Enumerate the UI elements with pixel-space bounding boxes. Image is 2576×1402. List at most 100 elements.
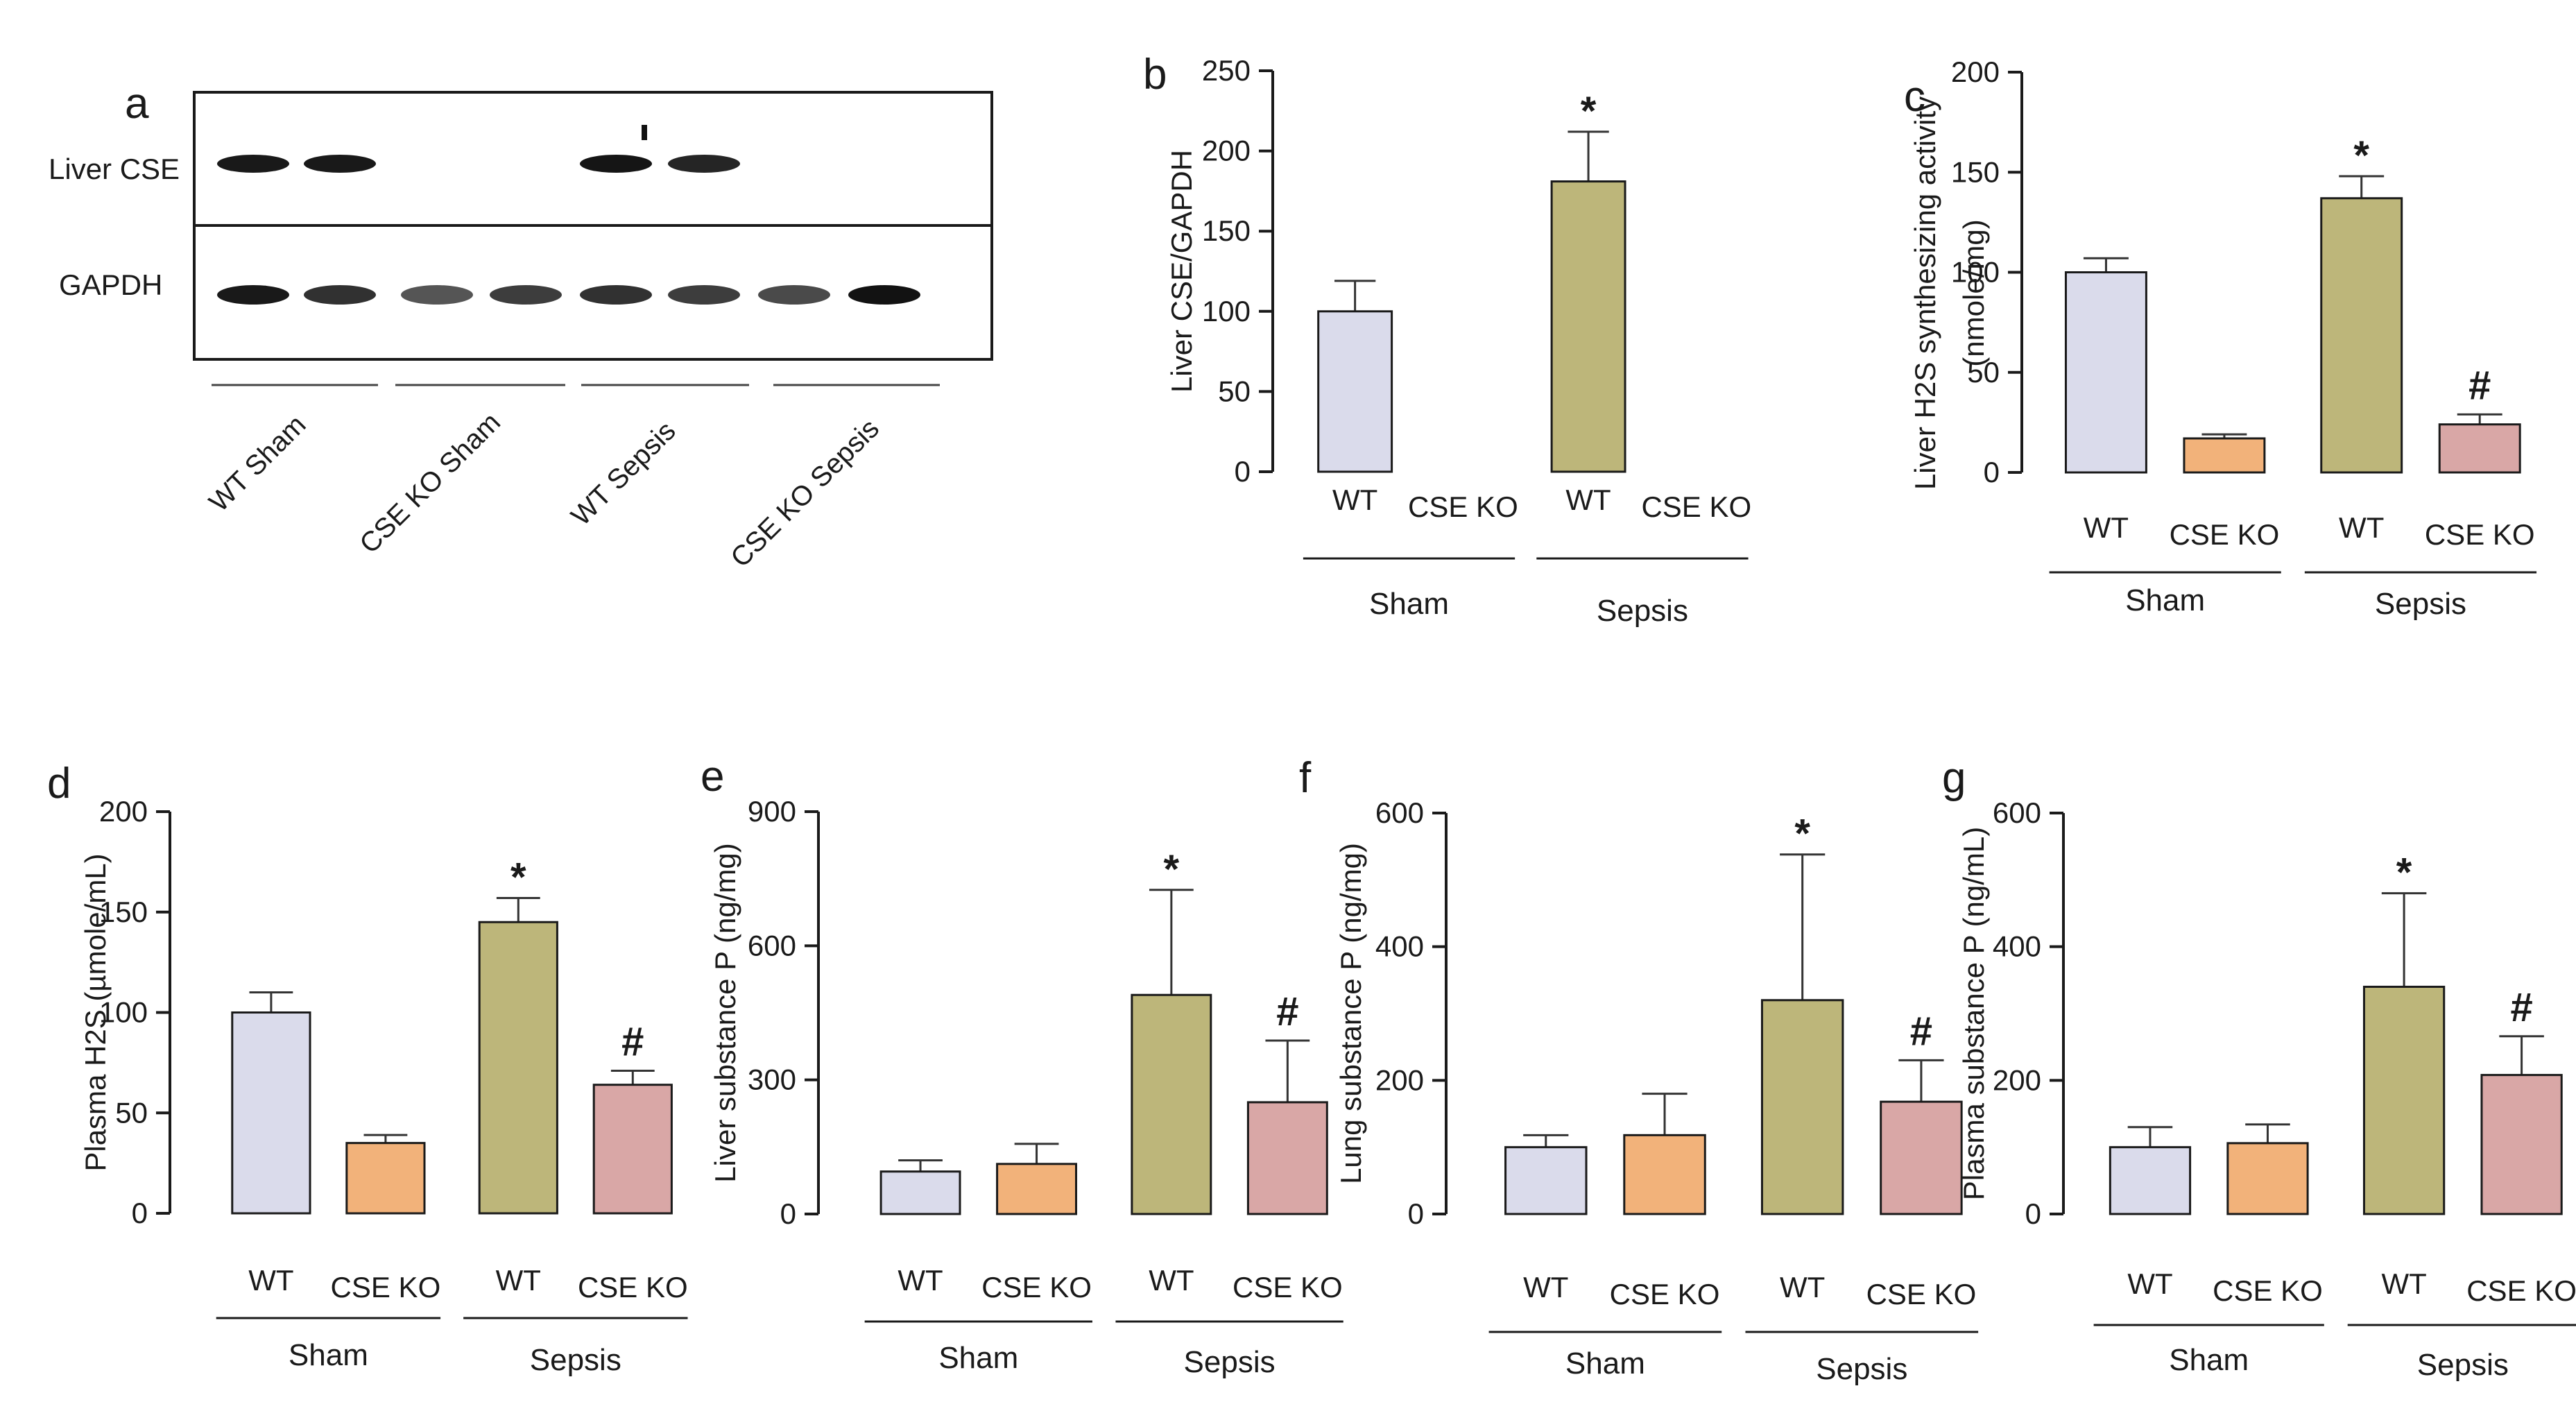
bar	[2438, 423, 2521, 474]
y-tick-label: 0	[1984, 456, 2000, 488]
bar	[1550, 180, 1626, 473]
x-category-label: CSE KO	[1408, 490, 1518, 523]
bar	[1880, 1100, 1963, 1215]
y-tick-label: 600	[1993, 796, 2041, 829]
panel-letter-d: d	[47, 760, 71, 807]
y-tick-label: 0	[2025, 1197, 2041, 1230]
lane-label-ko-sham: CSE KO Sham	[354, 407, 506, 560]
group-label: Sham	[2169, 1343, 2249, 1377]
x-category-label: CSE KO	[2213, 1274, 2323, 1307]
x-category-label: CSE KO	[1641, 490, 1751, 523]
y-tick-label: 150	[1951, 155, 2000, 188]
cse-band	[758, 155, 830, 173]
bar	[2183, 437, 2266, 474]
y-tick-label: 100	[99, 996, 148, 1029]
group-label: Sham	[1565, 1347, 1645, 1380]
group-label: Sepsis	[1597, 594, 1688, 628]
group-label: Sham	[2125, 583, 2205, 617]
significance-star: *	[510, 855, 526, 900]
significance-hash: #	[2510, 985, 2532, 1030]
y-tick-label: 400	[1993, 930, 2041, 963]
y-tick-label: 0	[780, 1197, 796, 1230]
x-category-label: WT	[1149, 1264, 1194, 1297]
gapdh-band	[758, 285, 830, 305]
panel-letter-a: a	[125, 80, 149, 128]
group-label: Sham	[938, 1341, 1018, 1375]
group-label: Sham	[289, 1338, 368, 1372]
x-category-label: WT	[1565, 484, 1611, 516]
chart-panel-c: c 0 50 100 150 200 Liver H2S synthesizing acti…	[1904, 55, 2537, 621]
lane-label-wt-sepsis: WT Sepsis	[565, 416, 681, 531]
x-category-label: WT	[496, 1264, 541, 1297]
group-label: Sepsis	[530, 1343, 621, 1377]
y-axis-title: Liver H2S synthesizing activity	[1909, 96, 1941, 490]
significance-star: *	[2396, 850, 2412, 896]
bar	[231, 1011, 311, 1215]
y-tick-label: 0	[132, 1197, 148, 1229]
x-category-label: WT	[2381, 1267, 2426, 1300]
blot-artifact-mark	[642, 125, 647, 140]
y-tick-label: 900	[748, 795, 796, 828]
significance-star: *	[1794, 812, 1810, 857]
y-tick-label: 250	[1202, 54, 1251, 87]
y-tick-label: 150	[1202, 214, 1251, 247]
cse-band	[490, 155, 562, 173]
y-tick-label: 0	[1408, 1197, 1424, 1230]
x-category-label: WT	[1780, 1271, 1825, 1303]
y-axis-title: Plasma substance P (ng/mL)	[1957, 827, 1990, 1200]
panel-letter-e: e	[701, 753, 724, 801]
y-tick-label: 50	[1218, 375, 1251, 407]
y-tick-label: 200	[1202, 135, 1251, 167]
panel-letter-b: b	[1143, 51, 1167, 99]
gapdh-band	[490, 285, 562, 305]
x-category-label: CSE KO	[981, 1271, 1092, 1303]
y-tick-label: 100	[1202, 295, 1251, 327]
x-category-label: CSE KO	[1610, 1278, 1720, 1310]
x-category-label: CSE KO	[331, 1271, 441, 1303]
x-category-label: WT	[1523, 1271, 1568, 1303]
bar	[879, 1170, 961, 1215]
y-tick-label: 200	[1993, 1063, 2041, 1096]
x-category-label: CSE KO	[2425, 518, 2535, 551]
y-tick-label: 300	[748, 1063, 796, 1096]
bar	[2226, 1142, 2309, 1215]
blot-row-label-gapdh: GAPDH	[59, 268, 162, 301]
group-label: Sepsis	[2417, 1348, 2509, 1382]
x-category-label: WT	[248, 1264, 293, 1297]
bar	[1317, 310, 1393, 473]
blot-row-label-cse: Liver CSE	[49, 153, 180, 185]
y-tick-label: 200	[1951, 55, 2000, 88]
cse-band	[668, 155, 740, 173]
cse-band	[401, 155, 473, 173]
significance-hash: #	[1910, 1009, 1932, 1054]
panel-letter-f: f	[1299, 754, 1312, 802]
bar	[2064, 271, 2147, 474]
cse-band	[848, 155, 920, 173]
group-label: Sepsis	[1816, 1352, 1907, 1386]
significance-star: *	[2353, 133, 2369, 178]
x-category-label: CSE KO	[2170, 518, 2280, 551]
gapdh-band	[401, 285, 473, 305]
y-tick-label: 0	[1235, 455, 1251, 488]
bar	[2480, 1074, 2563, 1215]
significance-star: *	[1581, 89, 1597, 134]
y-tick-label: 400	[1375, 930, 1424, 963]
gapdh-band	[217, 285, 289, 305]
x-category-label: WT	[2339, 511, 2384, 544]
gapdh-band	[668, 285, 740, 305]
gapdh-band-row	[217, 285, 920, 305]
x-category-label: WT	[2127, 1267, 2172, 1300]
y-tick-label: 200	[1375, 1063, 1424, 1096]
bar	[478, 921, 558, 1215]
bar	[996, 1163, 1077, 1215]
chart-panel-d: d 0 50 100 150 200 Plasma H2S (µmole/mL) * # WT CS…	[47, 760, 688, 1377]
y-tick-label: 100	[1951, 256, 2000, 289]
bar	[2109, 1146, 2192, 1215]
bar	[1246, 1101, 1328, 1215]
bar	[1504, 1146, 1588, 1215]
cse-band	[580, 155, 652, 173]
y-tick-label: 50	[115, 1096, 148, 1129]
gapdh-band	[580, 285, 652, 305]
